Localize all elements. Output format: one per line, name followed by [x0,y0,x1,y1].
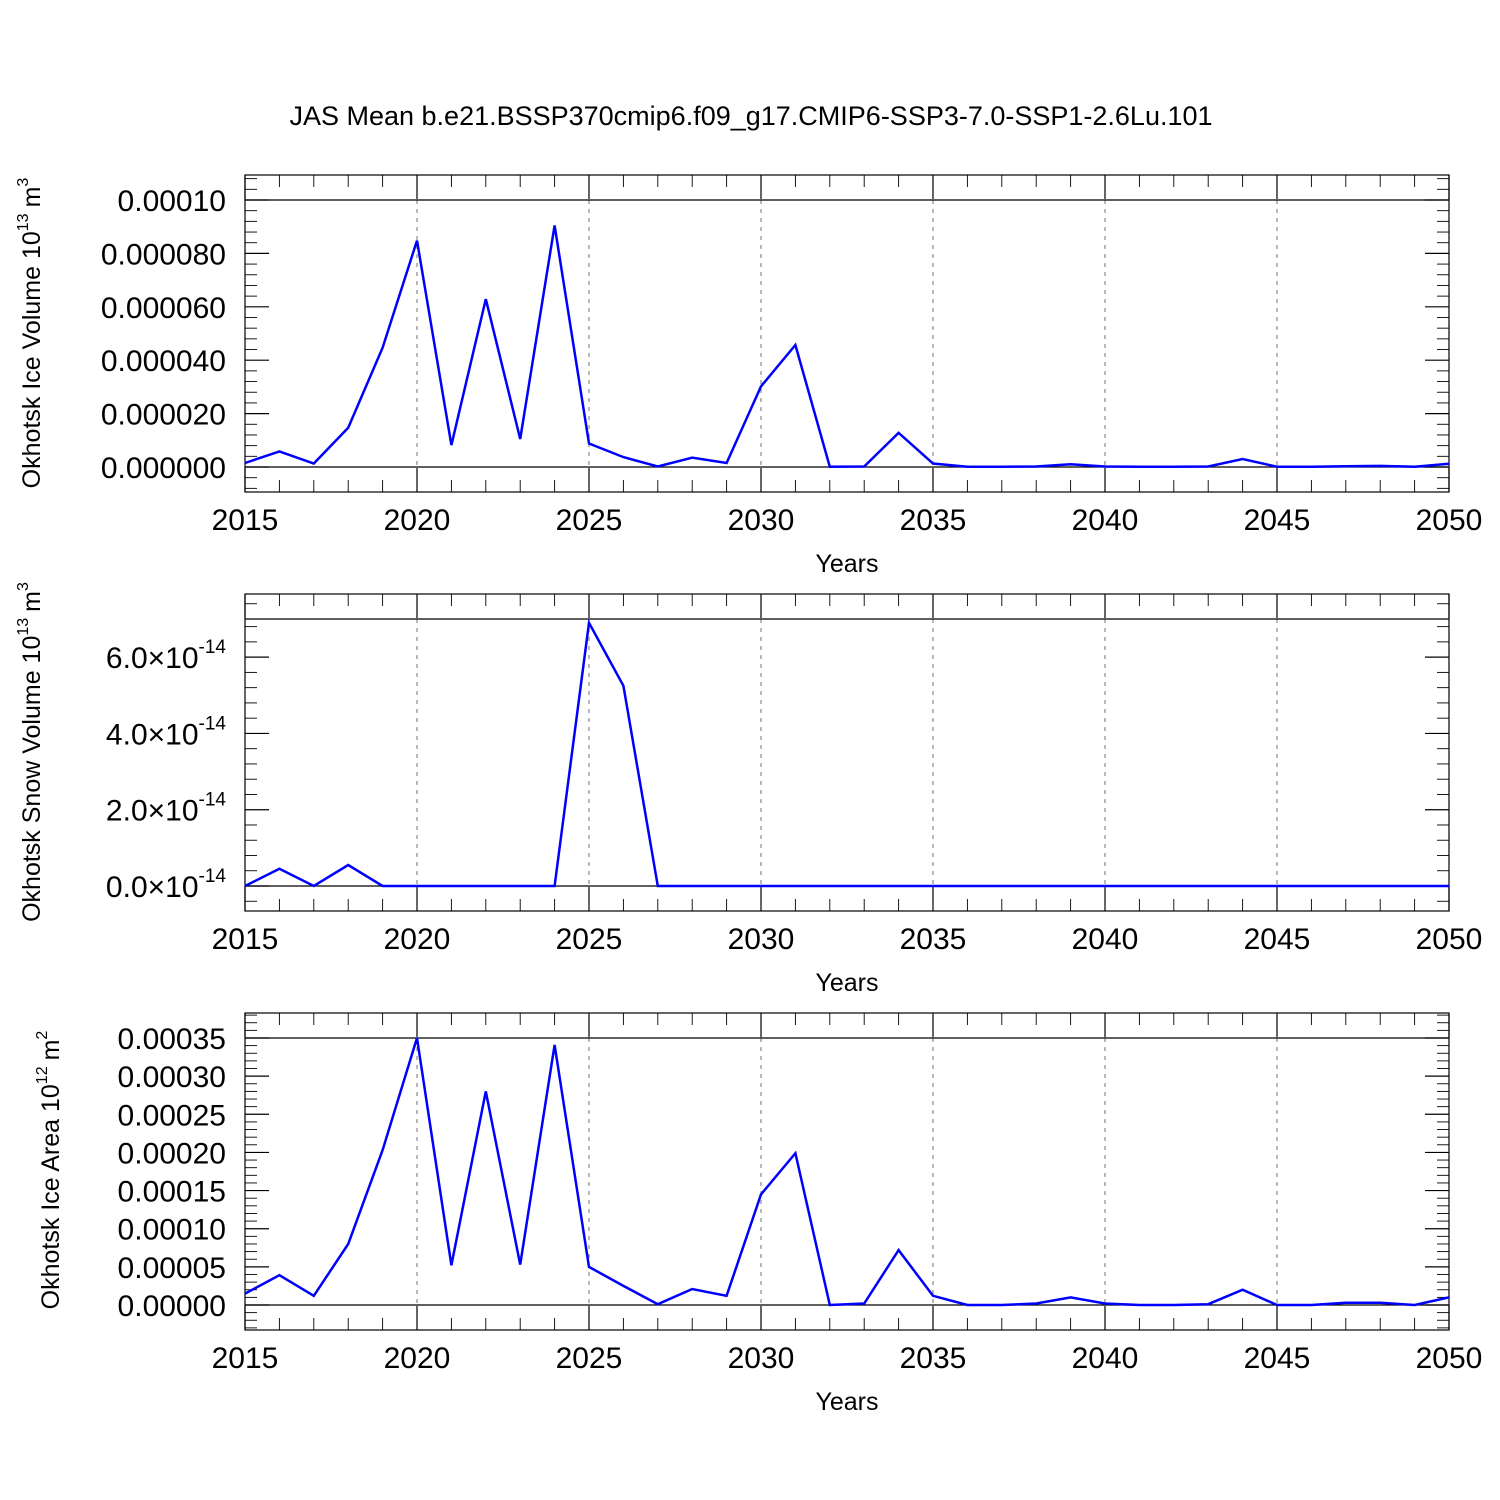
y-tick-exponent: -14 [199,790,227,811]
x-tick-label: 2040 [1072,923,1139,956]
x-tick-label: 2025 [556,923,623,956]
y-tick-label: 0.00005 [118,1252,226,1285]
x-tick-label: 2030 [728,1342,795,1375]
y-tick-label: 0.00025 [118,1099,226,1132]
y-axis-label: Okhotsk Ice Volume 1013 m3 [15,178,46,489]
figure-title: JAS Mean b.e21.BSSP370cmip6.f09_g17.CMIP… [289,101,1212,131]
y-axis-label-exponent: 12 [34,1066,51,1084]
y-tick-label: 0.00030 [118,1061,226,1094]
x-tick-label: 2030 [728,504,795,537]
times-sign: ×10 [148,642,199,675]
y-axis-label-unit: m [18,187,46,208]
y-tick-label: 0.00015 [118,1176,226,1209]
y-tick-exponent: -14 [199,713,227,734]
y-tick-label: 0.0×10-14 [106,866,227,904]
y-axis-label-unit-exponent: 2 [34,1031,51,1040]
y-tick-label: 0.000080 [101,238,226,271]
x-tick-label: 2035 [900,1342,967,1375]
y-axis-label-exponent: 13 [15,618,32,636]
x-tick-label: 2035 [900,504,967,537]
y-tick-mantissa: 4.0 [106,718,148,751]
y-axis-label-text: Okhotsk Snow Volume 10 [18,636,46,922]
times-sign: ×10 [148,718,199,751]
y-tick-mantissa: 0.0 [106,871,148,904]
y-axis-label: Okhotsk Ice Area 1012 m2 [34,1031,65,1310]
y-tick-label: 0.000040 [101,345,226,378]
y-tick-label: 6.0×10-14 [106,637,227,675]
y-tick-label: 0.00020 [118,1137,226,1170]
times-sign: ×10 [148,795,199,828]
y-tick-mantissa: 2.0 [106,795,148,828]
y-tick-label: 0.000020 [101,399,226,432]
x-tick-label: 2040 [1072,504,1139,537]
plot-frame [244,593,1450,912]
x-axis-label: Years [815,1388,878,1416]
x-tick-label: 2025 [556,504,623,537]
y-tick-label: 4.0×10-14 [106,713,227,751]
y-axis-label-unit: m [18,591,46,612]
x-tick-label: 2040 [1072,1342,1139,1375]
y-axis-label-text: Okhotsk Ice Volume 10 [18,231,46,488]
x-tick-label: 2015 [212,923,279,956]
x-tick-label: 2050 [1416,1342,1483,1375]
x-tick-label: 2035 [900,923,967,956]
x-axis-label: Years [815,550,878,578]
y-tick-label: 0.00010 [118,1214,226,1247]
x-tick-label: 2015 [212,504,279,537]
x-axis-label: Years [815,969,878,997]
x-tick-label: 2020 [384,1342,451,1375]
y-tick-label: 0.000000 [101,452,226,485]
y-tick-mantissa: 6.0 [106,642,148,675]
x-tick-label: 2025 [556,1342,623,1375]
panels: 2015 2020 2025 2030 2035 2040 2045 2050 Years 0.0… [15,174,1483,1416]
x-tick-label: 2020 [384,504,451,537]
x-tick-label: 2045 [1244,923,1311,956]
x-tick-label: 2015 [212,1342,279,1375]
y-tick-exponent: -14 [199,637,227,658]
chart-panel-1: 2015 2020 2025 2030 2035 2040 2045 2050 Years 0.0… [15,174,1483,578]
x-tick-label: 2020 [384,923,451,956]
y-axis-label-unit-exponent: 3 [15,178,32,187]
series-line [244,1037,1450,1307]
plot-frame [244,174,1450,493]
y-tick-label: 2.0×10-14 [106,790,227,828]
x-tick-label: 2030 [728,923,795,956]
series-line [244,225,1450,468]
series-line [244,618,1449,888]
plot-frame [244,1012,1450,1331]
x-tick-label: 2050 [1416,504,1483,537]
times-sign: ×10 [148,871,199,904]
chart-panel-3: 2015 2020 2025 2030 2035 2040 2045 2050 Years 0.0… [34,1012,1483,1416]
y-axis-label-exponent: 13 [15,213,32,231]
chart-panel-2: 2015 2020 2025 2030 2035 2040 2045 2050 Years 0.0… [15,582,1482,997]
y-tick-label: 0.00035 [118,1023,226,1056]
y-axis-label-text: Okhotsk Ice Area 10 [37,1084,65,1309]
y-tick-label: 0.00000 [118,1290,226,1323]
y-axis-label-unit: m [37,1040,65,1061]
x-tick-label: 2045 [1244,1342,1311,1375]
y-axis-label-unit-exponent: 3 [15,582,32,591]
x-tick-label: 2050 [1416,923,1483,956]
y-tick-label: 0.000060 [101,292,226,325]
y-tick-exponent: -14 [199,866,227,887]
y-axis-label: Okhotsk Snow Volume 1013 m3 [15,582,46,922]
x-tick-label: 2045 [1244,504,1311,537]
y-tick-label: 0.00010 [118,185,226,218]
